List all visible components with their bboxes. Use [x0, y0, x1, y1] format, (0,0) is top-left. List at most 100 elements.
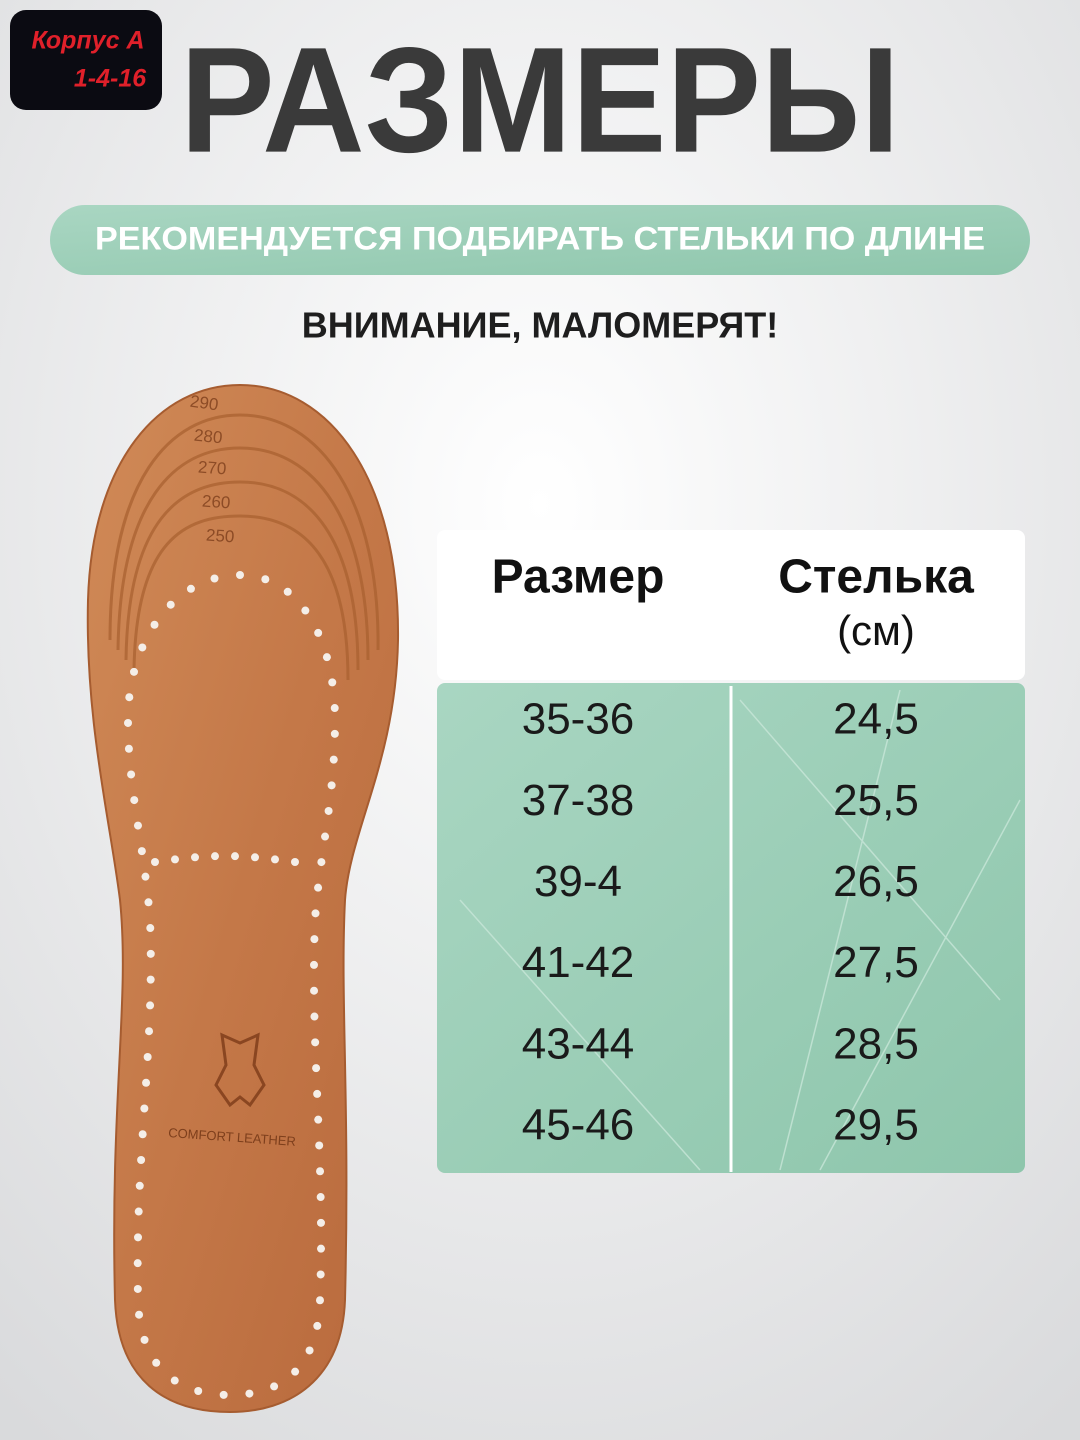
perforation-hole [283, 587, 292, 596]
leather-icon [214, 1032, 266, 1108]
perforation-hole [133, 821, 142, 830]
perforation-hole [315, 1141, 324, 1150]
contour [124, 480, 360, 671]
length-cell: 24,5 [833, 695, 919, 744]
unit: (см) [837, 607, 915, 654]
perforation-hole [134, 1207, 143, 1216]
perforation-hole [171, 855, 179, 864]
perforation-hole [138, 1130, 147, 1139]
perforation-hole [124, 718, 133, 727]
decor-lines [459, 689, 1021, 1171]
perforation-hole [146, 1001, 155, 1010]
perforation-hole [146, 924, 155, 933]
perforation-hole [261, 575, 270, 584]
perforation-hole [166, 600, 175, 609]
perforation-hole [251, 853, 259, 862]
perforation-hole [313, 1321, 322, 1330]
perforation-hole [150, 620, 159, 629]
contour [108, 413, 380, 651]
perforation-hole [330, 729, 339, 738]
size-mark: 290 [189, 392, 220, 415]
perforation-hole [143, 1052, 152, 1061]
perforation-hole [316, 1218, 325, 1227]
size-mark: 260 [201, 492, 231, 513]
badge [10, 10, 162, 110]
perforation-hole [245, 1389, 254, 1398]
size-mark: 250 [205, 526, 235, 547]
perforation-hole [142, 1078, 151, 1087]
perforation-hole [291, 858, 299, 866]
perforation-hole [317, 1244, 326, 1253]
perforation-hole [310, 1012, 319, 1021]
perforation-hole [313, 1089, 322, 1098]
length-cell: 26,5 [833, 857, 919, 906]
perforation-hole [135, 1310, 144, 1319]
perforation-hole [140, 1335, 149, 1344]
length-cell: 27,5 [833, 938, 919, 987]
insole: 290 280 270 260 250 COMFORT LEATHER [86, 383, 400, 1414]
perforation-hole [140, 1104, 149, 1113]
perforation-hole [127, 770, 136, 779]
perforation-hole [316, 1167, 325, 1176]
perforation-hole [310, 986, 319, 995]
column-header: Размер [492, 551, 665, 604]
perforation-hole [130, 796, 139, 805]
perforation-hole [310, 935, 319, 944]
badge-line: Корпус А [31, 27, 144, 55]
perforation-hole [330, 704, 339, 713]
perforation-hole [311, 1038, 320, 1047]
perforation-hole [144, 898, 153, 907]
perforation-hole [219, 1390, 228, 1399]
perforation-hole [329, 755, 338, 764]
size-cell: 37-38 [522, 776, 635, 825]
perforation-hole [301, 606, 310, 615]
column-header: Стелька [778, 551, 974, 604]
perforation-hole [328, 678, 337, 687]
perforation-hole [134, 1233, 143, 1242]
size-mark: 280 [193, 426, 223, 448]
perforation-hole [315, 1296, 324, 1305]
contour [132, 514, 350, 681]
table-header [437, 530, 1025, 680]
perforation [124, 571, 339, 1399]
length-cell: 25,5 [833, 776, 919, 825]
perforation-hole [236, 571, 244, 579]
perforation-hole [152, 1358, 161, 1367]
size-cell: 41-42 [522, 938, 635, 987]
perforation-hole [270, 1382, 279, 1391]
perforation-hole [327, 781, 336, 790]
length-cell: 29,5 [833, 1101, 919, 1150]
title: РАЗМЕРЫ [180, 16, 900, 184]
perforation-hole [133, 1259, 142, 1268]
perforation-hole [137, 847, 146, 856]
perforation-hole [141, 872, 150, 881]
perforation-hole [138, 643, 147, 652]
perforation-hole [314, 1115, 323, 1124]
perforation-hole [316, 1270, 325, 1279]
perforation-hole [124, 744, 133, 753]
perforation-hole [194, 1387, 203, 1396]
size-marks: 290 280 270 260 250 [189, 392, 235, 547]
perforation-hole [322, 653, 331, 662]
perforation-hole [135, 1181, 144, 1190]
contour [116, 446, 370, 661]
perforation-hole [146, 975, 155, 984]
perforation-hole [133, 1284, 142, 1293]
perforation-hole [314, 628, 323, 637]
perforation-hole [305, 1346, 314, 1355]
perforation-hole [311, 909, 320, 918]
insole-shape [86, 383, 400, 1414]
perforation-hole [231, 852, 239, 861]
perforation-hole [314, 883, 323, 892]
perforation-hole [317, 858, 326, 867]
badge-line: 1-4-16 [74, 65, 147, 93]
size-cell: 39-4 [534, 857, 622, 906]
size-cell: 43-44 [522, 1019, 635, 1068]
perforation-hole [309, 960, 318, 969]
perforation-hole [129, 667, 138, 676]
perforation-hole [145, 1027, 154, 1036]
perforation-hole [271, 855, 279, 864]
decor-line [459, 689, 1021, 1171]
size-contours [108, 413, 380, 681]
